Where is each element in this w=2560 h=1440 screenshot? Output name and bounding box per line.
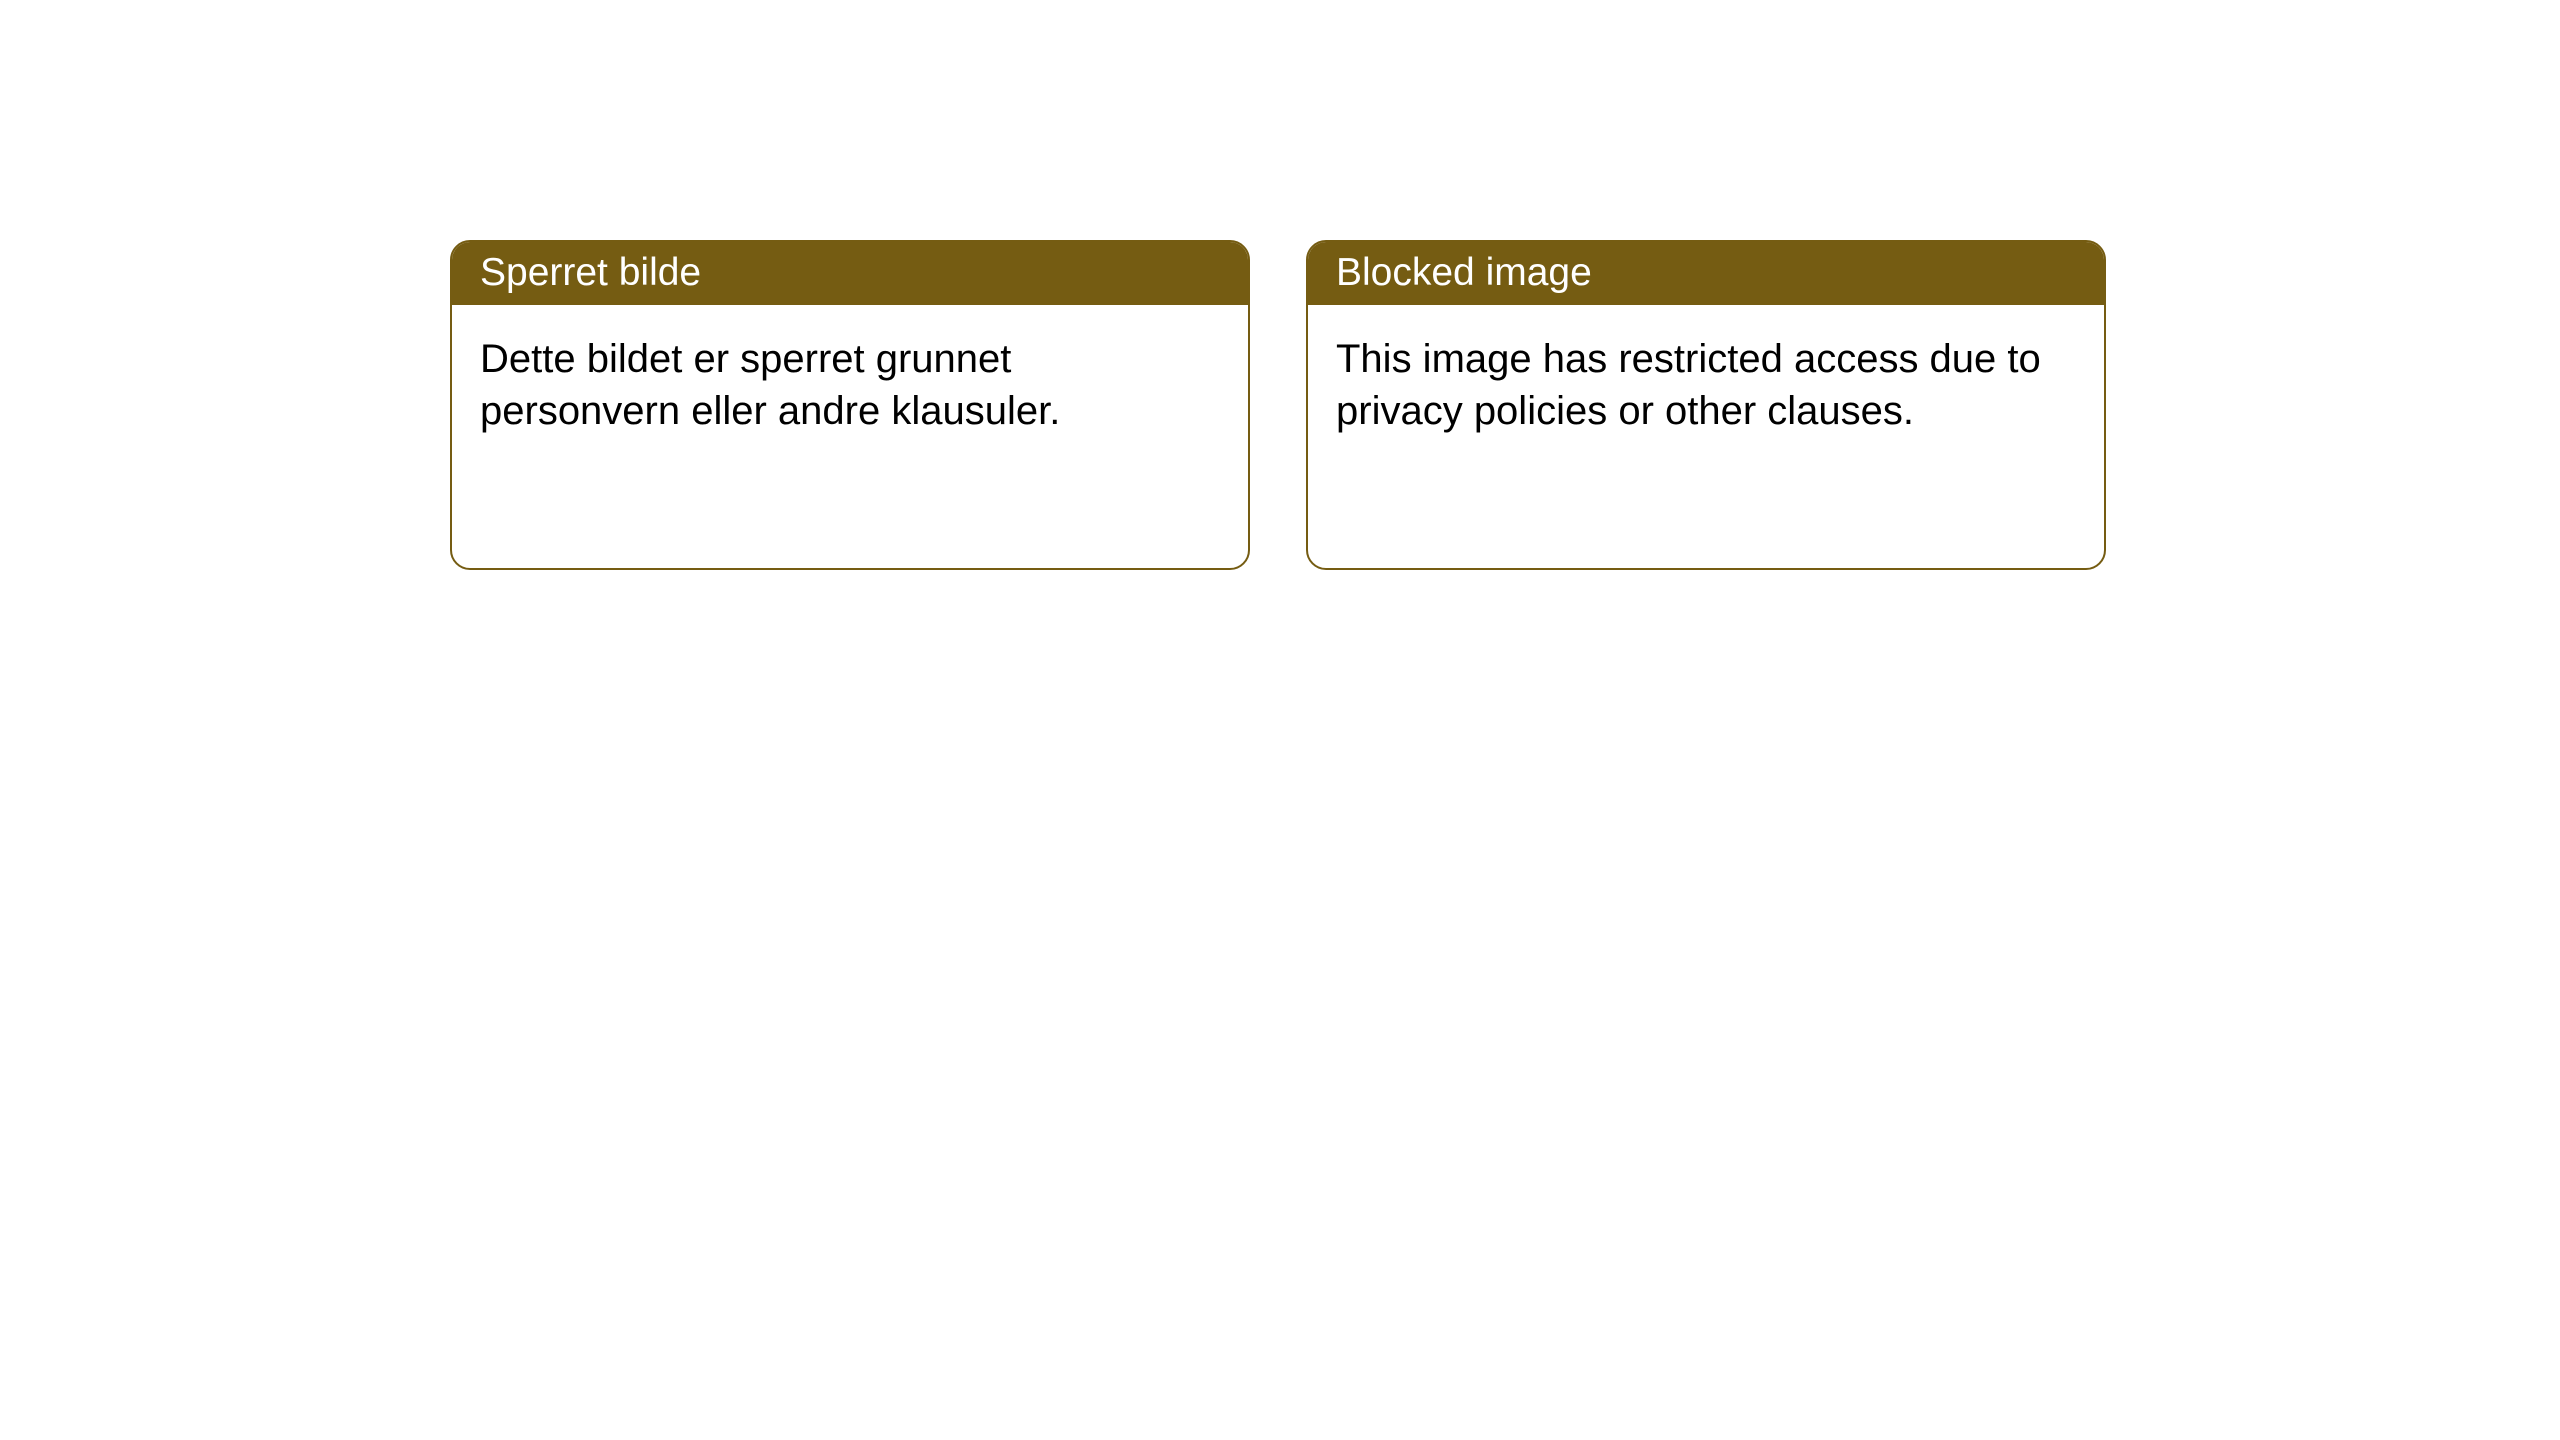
notice-title: Blocked image (1336, 251, 1592, 294)
notice-box-english: Blocked image This image has restricted … (1306, 240, 2106, 570)
notice-container: Sperret bilde Dette bildet er sperret gr… (450, 240, 2106, 570)
notice-body-text: This image has restricted access due to … (1336, 337, 2041, 433)
notice-header-norwegian: Sperret bilde (452, 242, 1248, 305)
notice-body-english: This image has restricted access due to … (1308, 305, 2104, 465)
notice-title: Sperret bilde (480, 251, 701, 294)
notice-header-english: Blocked image (1308, 242, 2104, 305)
notice-body-norwegian: Dette bildet er sperret grunnet personve… (452, 305, 1248, 465)
notice-box-norwegian: Sperret bilde Dette bildet er sperret gr… (450, 240, 1250, 570)
notice-body-text: Dette bildet er sperret grunnet personve… (480, 337, 1060, 433)
